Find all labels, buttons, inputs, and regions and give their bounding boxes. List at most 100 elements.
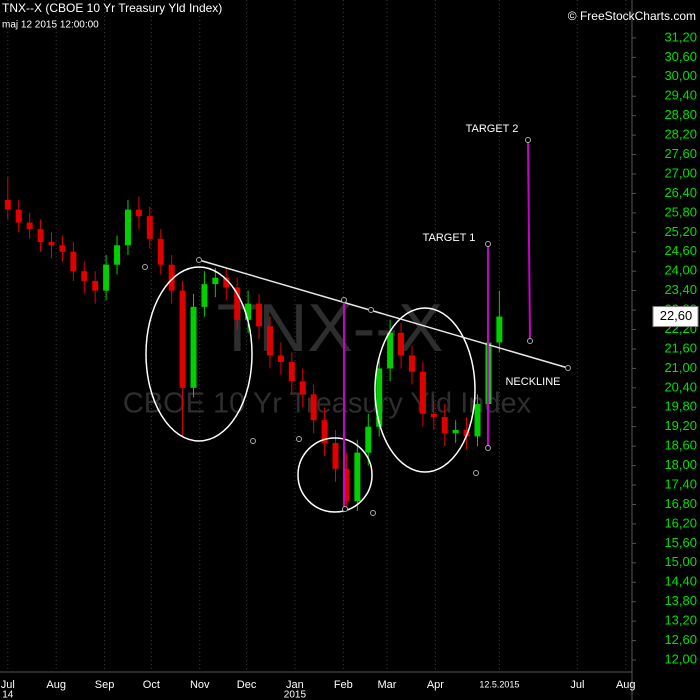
x-tick-label: Dec: [237, 679, 257, 691]
candle-body: [190, 306, 197, 388]
watermark-name: CBOE 10 Yr Treasury Yld Index: [123, 388, 532, 420]
anchor: [250, 438, 256, 444]
candle-body: [114, 245, 121, 265]
y-tick-label: 13,20: [664, 613, 697, 628]
anchor: [565, 365, 571, 371]
x-tick-label: Aug: [46, 679, 66, 691]
y-tick-label: 21,60: [664, 340, 697, 355]
y-tick-label: 28,80: [664, 107, 697, 122]
pattern-ellipse: [374, 307, 476, 473]
y-tick-label: 25,80: [664, 204, 697, 219]
y-tick-label: 19,20: [664, 418, 697, 433]
candle-body: [376, 368, 383, 427]
anchor: [142, 264, 148, 270]
candle-body: [441, 417, 448, 434]
x-tick-label: Apr: [427, 679, 444, 691]
y-tick-label: 20,40: [664, 379, 697, 394]
candle-body: [223, 277, 230, 288]
candle-body: [288, 361, 295, 382]
annotation-target-2: TARGET 2: [466, 123, 519, 135]
y-tick-label: 27,00: [664, 165, 697, 180]
candle-body: [179, 290, 186, 388]
anchor: [473, 470, 479, 476]
anchor: [196, 257, 202, 263]
candle-body: [234, 287, 241, 320]
y-tick-label: 17,40: [664, 476, 697, 491]
annotation-target-1: TARGET 1: [423, 232, 476, 244]
anchor: [368, 307, 374, 313]
y-tick-label: 16,20: [664, 515, 697, 530]
candle-body: [321, 420, 328, 443]
last-value-box: [652, 306, 699, 328]
axes: Jul Aug Sep Oct Nov Dec Jan Feb Mar Apr 12.5.2015 J…: [1, 29, 699, 700]
y-tick-label: 19,80: [664, 399, 697, 414]
x-tick-label: Sep: [95, 679, 115, 691]
y-tick-label: 24,00: [664, 263, 697, 278]
candle-body: [135, 209, 142, 217]
chart-title: TNX--X (CBOE 10 Yr Treasury Yld Index): [2, 1, 222, 15]
anchor: [296, 436, 302, 442]
x-tick-label: Oct: [143, 679, 160, 691]
chart-subtitle: maj 12 2015 12:00:00: [2, 20, 99, 31]
candle-body: [48, 242, 55, 246]
candle-body: [212, 277, 219, 285]
candle-body: [310, 394, 317, 421]
y-tick-label: 12,00: [664, 651, 697, 666]
candle-body: [387, 332, 394, 369]
candle-body: [81, 271, 88, 281]
candle-body: [343, 468, 350, 502]
anchor: [341, 297, 347, 303]
x-tick-label: Jan: [286, 679, 304, 691]
credit: © FreeStockCharts.com: [568, 9, 696, 23]
candle-body: [256, 303, 263, 327]
y-tick-label: 31,20: [664, 29, 697, 44]
anchor: [485, 445, 491, 451]
y-tick-label: 15,00: [664, 554, 697, 569]
y-tick-label: 30,00: [664, 68, 697, 83]
candles: [4, 177, 503, 511]
candle-body: [398, 332, 405, 356]
y-tick-label: 13,80: [664, 593, 697, 608]
candle-body: [452, 429, 459, 434]
candle-body: [59, 245, 66, 252]
y-tick-label: 18,00: [664, 457, 697, 472]
y-tick-label: 18,60: [664, 438, 697, 453]
candle-body: [146, 216, 153, 239]
candle-body: [124, 209, 131, 246]
candle-body: [37, 229, 44, 243]
candle-body: [430, 413, 437, 418]
candle-body: [463, 429, 470, 437]
candle-body: [365, 426, 372, 453]
anchor: [527, 338, 533, 344]
x-tick-label: Mar: [378, 679, 397, 691]
candle-body: [299, 381, 306, 395]
candle-body: [26, 222, 33, 230]
anchor-points: [142, 137, 571, 516]
candle-body: [70, 251, 77, 272]
pattern-circle: [297, 437, 373, 513]
neckline: [198, 259, 569, 369]
anchor: [485, 241, 491, 247]
candle-body: [201, 284, 208, 307]
y-tick-label: 12,60: [664, 632, 697, 647]
candle-body: [245, 303, 252, 320]
y-tick-label: 15,60: [664, 535, 697, 550]
y-tick-label: 16,80: [664, 496, 697, 511]
y-tick-label: 26,40: [664, 185, 697, 200]
y-tick-label: 21,00: [664, 360, 697, 375]
candle-body: [277, 355, 284, 362]
y-tick-label: 14,40: [664, 574, 697, 589]
y-tick-label: 30,60: [664, 49, 697, 64]
candle-body: [168, 264, 175, 291]
x-sublabel: 14: [2, 690, 14, 700]
y-tick-label: 23,40: [664, 282, 697, 297]
annotation-neckline: NECKLINE: [505, 376, 560, 388]
y-tick-label: 25,20: [664, 224, 697, 239]
anchor: [525, 137, 531, 143]
pattern-ellipse: [145, 266, 253, 442]
measure-line: [527, 139, 531, 342]
x-sublabel: 2015: [284, 690, 307, 700]
candle-body: [474, 404, 481, 437]
x-tick-label: Nov: [190, 679, 210, 691]
